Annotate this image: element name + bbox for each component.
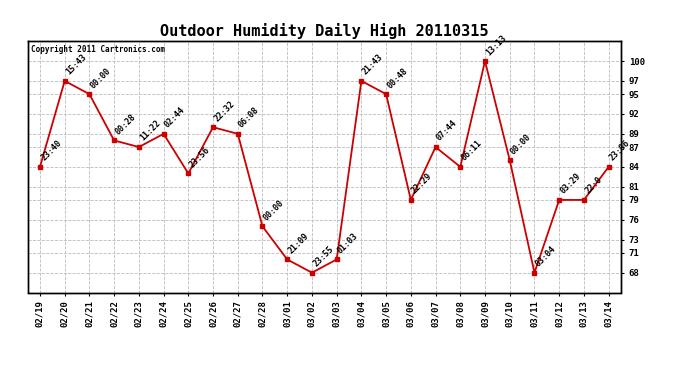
Text: 06:11: 06:11: [460, 139, 484, 163]
Text: 00:00: 00:00: [262, 198, 286, 222]
Text: 11:22: 11:22: [138, 119, 162, 143]
Text: 00:00: 00:00: [88, 66, 112, 90]
Text: 01:03: 01:03: [336, 231, 360, 255]
Text: 22:0: 22:0: [583, 175, 604, 196]
Text: 02:44: 02:44: [163, 106, 187, 130]
Text: 23:06: 23:06: [608, 139, 632, 163]
Text: 21:43: 21:43: [361, 53, 384, 77]
Text: 23:55: 23:55: [311, 244, 335, 268]
Text: 00:48: 00:48: [385, 66, 409, 90]
Text: 07:44: 07:44: [435, 119, 459, 143]
Text: 00:28: 00:28: [113, 112, 137, 136]
Text: 03:04: 03:04: [533, 244, 558, 268]
Text: Copyright 2011 Cartronics.com: Copyright 2011 Cartronics.com: [30, 45, 165, 54]
Text: 22:32: 22:32: [213, 99, 236, 123]
Text: 03:29: 03:29: [558, 172, 582, 196]
Text: 21:09: 21:09: [286, 231, 310, 255]
Text: 06:08: 06:08: [237, 106, 261, 130]
Text: 23:56: 23:56: [188, 145, 212, 170]
Text: 23:40: 23:40: [39, 139, 63, 163]
Text: 22:29: 22:29: [410, 172, 434, 196]
Text: 15:43: 15:43: [64, 53, 88, 77]
Text: 00:00: 00:00: [509, 132, 533, 156]
Title: Outdoor Humidity Daily High 20110315: Outdoor Humidity Daily High 20110315: [160, 23, 489, 39]
Text: 13:13: 13:13: [484, 33, 509, 57]
